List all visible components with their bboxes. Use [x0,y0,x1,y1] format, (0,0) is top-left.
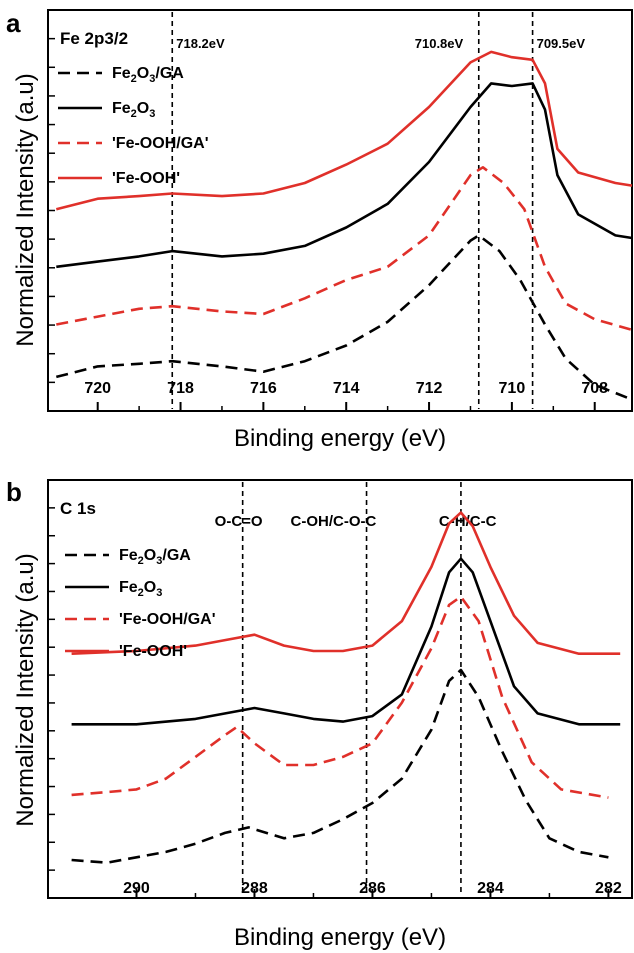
panel-b-x-ticks: 290 288 286 284 282 [123,880,622,898]
panel-b-c-1s: b C 1s 290 288 286 284 282 O-C=O C-OH/C-O-C C-… [6,477,633,951]
legend-subscript: 3 [149,73,155,85]
legend-label: 'Fe-OOH/GA' [112,135,209,152]
legend-text-part: 'Fe-OOH/GA' [112,135,209,152]
legend-text-part: /GA [162,547,191,564]
series-line [71,668,609,864]
legend-text-part: Fe [119,547,138,564]
reference-line-label: C-OH/C-O-C [291,513,377,530]
legend-label: Fe2O3/GA [112,65,184,85]
panel-b-x-axis-title: Binding energy (eV) [234,924,446,951]
reference-line-label: 710.8eV [415,36,464,51]
panel-b-series [71,511,621,864]
legend-text-part: O [144,579,156,596]
x-tick-label: 716 [250,380,277,397]
series-line [56,166,633,332]
series-line [55,234,629,400]
panel-a-y-axis-title: Normalized Intensity (a.u) [12,73,39,346]
x-tick-label: 712 [416,380,443,397]
panel-b-frame [47,479,633,899]
legend-text-part: 'Fe-OOH' [112,170,180,187]
panel-a-title: Fe 2p3/2 [60,29,128,48]
legend-text-part: 'Fe-OOH' [119,643,187,660]
panel-a-frame [47,9,633,412]
legend-text-part: Fe [112,65,131,82]
panel-a-y-ticks [48,37,55,384]
panel-a-reference-lines: 718.2eV 710.8eV 709.5eV [171,12,586,409]
legend-subscript: 2 [138,555,144,567]
x-tick-label: 720 [84,380,111,397]
legend-label: 'Fe-OOH' [119,643,187,660]
legend-label: Fe2O3/GA [119,547,191,567]
panel-a-x-ticks: 720 718 716 714 712 710 708 [84,380,608,411]
panel-a-series [55,50,633,400]
legend-label: Fe2O3 [112,100,155,120]
legend-text-part: O [137,100,149,117]
legend-label: 'Fe-OOH/GA' [119,611,216,628]
series-line [56,82,633,269]
legend-text-part: Fe [119,579,138,596]
x-tick-label: 708 [581,380,608,397]
series-line [71,511,621,655]
legend-text-part: /GA [155,65,184,82]
panel-b-y-axis-title: Normalized Intensity (a.u) [12,553,39,826]
legend-text-part: Fe [112,100,131,117]
panel-b-letter: b [6,477,22,507]
legend-subscript: 3 [156,587,162,599]
panel-b-y-ticks [48,507,55,871]
legend-label: Fe2O3 [119,579,162,599]
reference-line-label: O-C=O [215,513,263,530]
panel-b-reference-lines: O-C=O C-OH/C-O-C C-H/C-C [215,482,497,896]
panel-a-fe-2p: a Fe 2p3/2 720 718 716 714 712 710 708 718.2eV… [6,8,633,452]
legend-subscript: 3 [149,108,155,120]
legend-text-part: O [144,547,156,564]
x-tick-label: 286 [359,880,386,897]
series-line [71,595,609,799]
x-tick-label: 284 [477,880,504,897]
x-tick-label: 290 [123,880,150,897]
x-tick-label: 710 [499,380,526,397]
legend-label: 'Fe-OOH' [112,170,180,187]
x-tick-label: 714 [333,380,360,397]
panel-a-x-axis-title: Binding energy (eV) [234,425,446,452]
legend-text-part: 'Fe-OOH/GA' [119,611,216,628]
legend-subscript: 2 [131,73,137,85]
series-line [71,557,621,726]
legend-subscript: 2 [138,587,144,599]
reference-line-label: 709.5eV [537,36,586,51]
x-tick-label: 288 [241,880,268,897]
reference-line-label: 718.2eV [176,36,225,51]
legend-text-part: O [137,65,149,82]
legend-subscript: 3 [156,555,162,567]
x-tick-label: 282 [595,880,622,897]
legend-subscript: 2 [131,108,137,120]
panel-b-title: C 1s [60,499,96,518]
panel-a-letter: a [6,8,21,38]
x-tick-label: 718 [167,380,194,397]
series-line [55,50,633,211]
